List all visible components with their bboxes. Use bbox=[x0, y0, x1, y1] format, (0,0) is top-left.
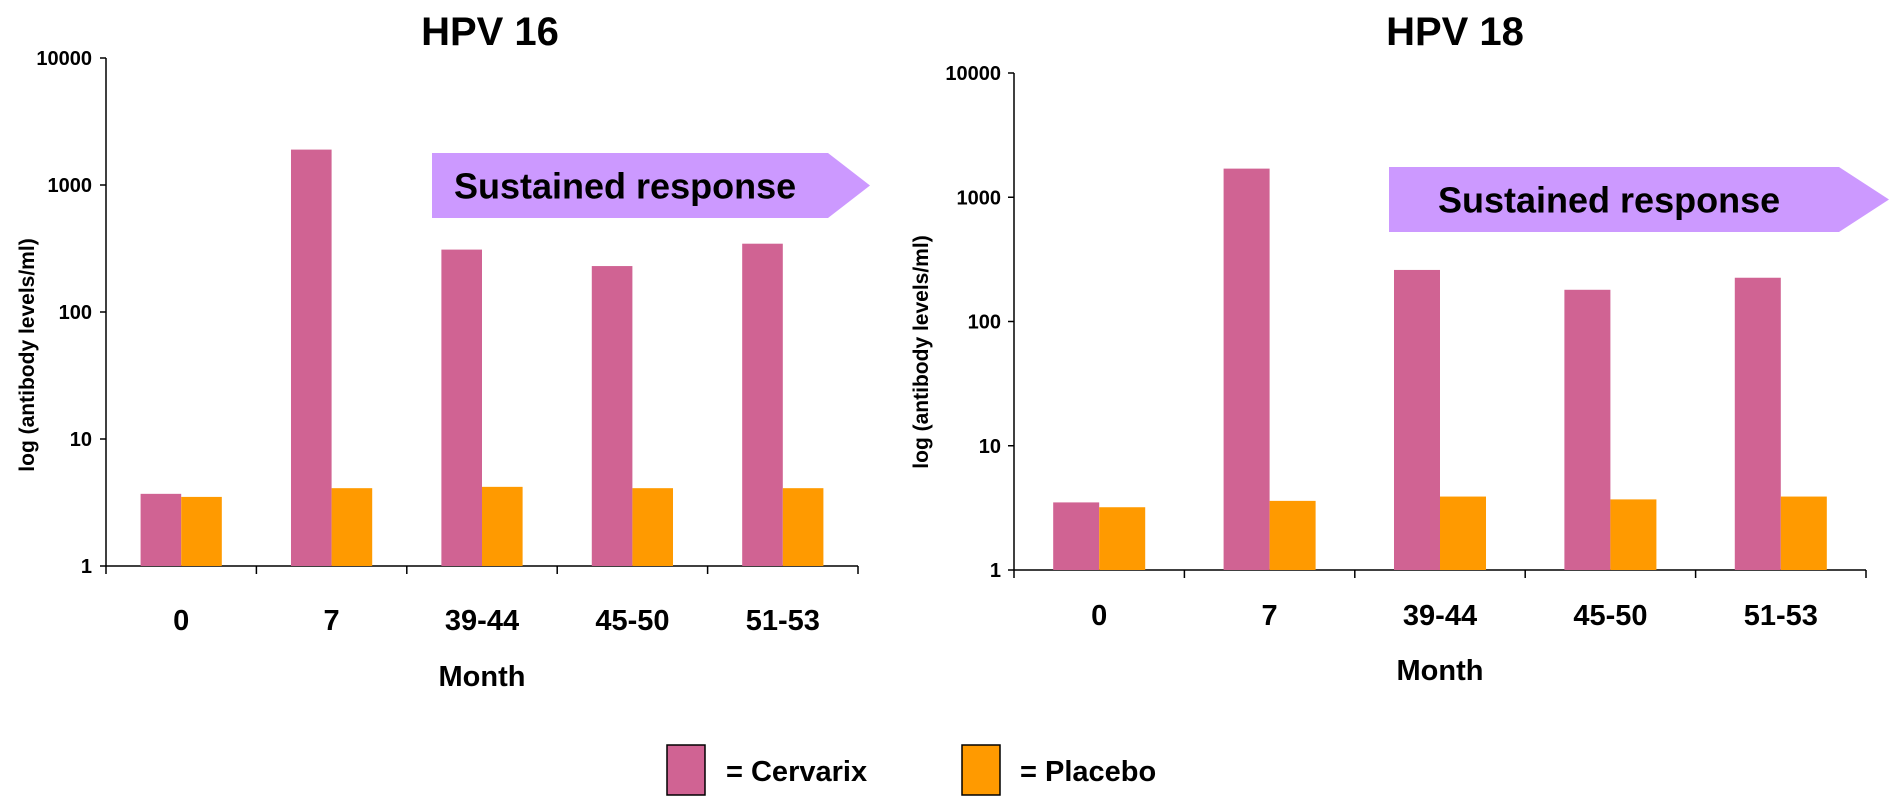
chart-title: HPV 16 bbox=[421, 10, 559, 54]
x-tick-label: 51-53 bbox=[746, 605, 820, 637]
bar-cervarix-0 bbox=[140, 493, 182, 566]
bar-placebo-7 bbox=[1269, 500, 1316, 570]
legend: = Cervarix = Placebo bbox=[666, 744, 1156, 796]
bar-cervarix-39-44 bbox=[1393, 269, 1440, 570]
bar-placebo-51-53 bbox=[1780, 496, 1827, 570]
chart-2: HPV 18 1 10 100 1000 10000 log (antibody level… bbox=[910, 10, 1889, 687]
bar-placebo-51-53 bbox=[782, 488, 824, 566]
x-tick-label: 7 bbox=[324, 605, 340, 637]
bar-cervarix-45-50 bbox=[1564, 289, 1611, 570]
x-tick-label: 45-50 bbox=[1573, 600, 1647, 632]
y-tick-label: 1000 bbox=[957, 187, 1002, 209]
x-tick-label: 0 bbox=[1091, 600, 1107, 632]
y-tick-label: 1 bbox=[81, 556, 92, 578]
legend-swatch-placebo bbox=[961, 744, 1001, 796]
sustained-response-arrow bbox=[1389, 167, 1889, 232]
y-tick-label: 100 bbox=[968, 312, 1001, 334]
y-tick-label: 10 bbox=[70, 429, 92, 451]
bar-cervarix-39-44 bbox=[441, 249, 482, 567]
bar-cervarix-7 bbox=[1223, 168, 1270, 571]
x-tick-label: 39-44 bbox=[445, 605, 519, 637]
y-tick-label: 10000 bbox=[945, 63, 1001, 85]
legend-swatch-cervarix bbox=[666, 744, 706, 796]
chart-1: HPV 16 1 10 100 1000 10000 log (antibody level… bbox=[16, 10, 870, 693]
x-tick-label: 7 bbox=[1262, 600, 1278, 632]
x-tick-label: 39-44 bbox=[1403, 600, 1477, 632]
y-axis-label: log (antibody levels/ml) bbox=[910, 235, 933, 468]
y-tick-label: 100 bbox=[59, 302, 92, 324]
x-axis-label: Month bbox=[1397, 655, 1484, 687]
bar-cervarix-0 bbox=[1053, 502, 1100, 570]
y-tick-label: 1 bbox=[990, 560, 1001, 582]
bar-placebo-45-50 bbox=[1610, 499, 1657, 570]
sustained-response-arrow bbox=[432, 153, 870, 218]
bar-placebo-39-44 bbox=[482, 486, 523, 566]
x-tick-label: 0 bbox=[173, 605, 189, 637]
y-axis-label: log (antibody levels/ml) bbox=[16, 238, 39, 471]
x-tick-label: 45-50 bbox=[595, 605, 669, 637]
bar-placebo-0 bbox=[181, 496, 222, 566]
sustained-response-label: Sustained response bbox=[1438, 180, 1780, 221]
bar-cervarix-51-53 bbox=[742, 243, 783, 567]
bar-cervarix-51-53 bbox=[1734, 277, 1781, 570]
x-axis-label: Month bbox=[439, 661, 526, 693]
y-tick-label: 10 bbox=[979, 436, 1001, 458]
bar-placebo-45-50 bbox=[632, 488, 674, 566]
bar-placebo-39-44 bbox=[1440, 496, 1487, 570]
x-tick-label: 51-53 bbox=[1744, 600, 1818, 632]
chart-title: HPV 18 bbox=[1386, 10, 1524, 54]
y-tick-label: 1000 bbox=[48, 175, 93, 197]
legend-label-cervarix: = Cervarix bbox=[726, 756, 867, 788]
bar-cervarix-7 bbox=[290, 149, 332, 566]
bar-placebo-0 bbox=[1099, 507, 1146, 570]
bar-placebo-7 bbox=[331, 488, 373, 566]
y-tick-label: 10000 bbox=[36, 48, 92, 70]
legend-label-placebo: = Placebo bbox=[1020, 756, 1156, 788]
sustained-response-label: Sustained response bbox=[454, 166, 796, 207]
bar-cervarix-45-50 bbox=[591, 266, 633, 566]
